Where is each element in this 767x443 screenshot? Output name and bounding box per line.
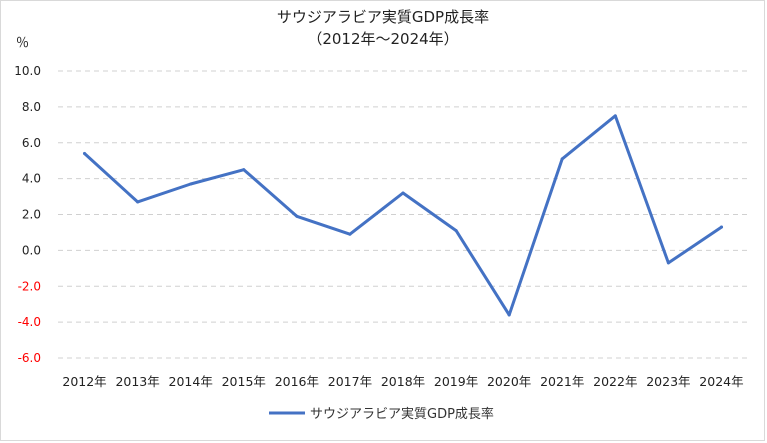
series-line [83,114,723,317]
data-point [136,200,140,204]
x-tick-label: 2012年 [62,374,106,389]
y-tick-label: -2.0 [18,279,41,293]
y-tick-label: -6.0 [18,351,41,365]
legend-label: サウジアラビア実質GDP成長率 [310,406,494,422]
y-tick-label: 8.0 [22,100,41,114]
x-axis-ticks: 2012年 2013年 2014年 2015年 2016年 2017年 2018年 2019年… [62,374,743,389]
series-group [83,114,723,317]
x-tick-label: 2022年 [593,374,637,389]
chart-title: サウジアラビア実質GDP成長率 [277,8,489,26]
y-tick-label: 4.0 [22,172,41,186]
data-point [189,182,193,186]
y-tick-label: 6.0 [22,136,41,150]
data-point [295,214,299,218]
x-tick-label: 2016年 [275,374,319,389]
data-point [83,152,87,156]
x-tick-label: 2024年 [699,374,743,389]
data-point [507,313,511,317]
x-tick-label: 2015年 [222,374,266,389]
x-tick-label: 2023年 [646,374,690,389]
data-point [454,229,458,233]
data-point [401,191,405,195]
x-tick-label: 2020年 [487,374,531,389]
data-point [613,114,617,118]
chart-subtitle: （2012年～2024年） [307,30,458,48]
x-tick-label: 2014年 [169,374,213,389]
legend: サウジアラビア実質GDP成長率 [269,406,494,422]
data-point [348,232,352,236]
data-point [666,261,670,265]
data-point [719,225,723,229]
y-tick-label: -4.0 [18,315,41,329]
x-tick-label: 2018年 [381,374,425,389]
x-tick-label: 2021年 [540,374,584,389]
y-axis-unit: ％ [16,36,29,51]
data-point [242,168,246,172]
x-tick-label: 2013年 [115,374,159,389]
data-point [560,157,564,161]
x-tick-label: 2017年 [328,374,372,389]
y-tick-label: 0.0 [22,243,41,257]
y-tick-label: 10.0 [14,64,41,78]
grid [58,70,748,359]
y-tick-label: 2.0 [22,208,41,222]
y-axis-ticks: 10.0 8.0 6.0 4.0 2.0 0.0 -2.0 -4.0 -6.0 [14,64,41,365]
x-tick-label: 2019年 [434,374,478,389]
